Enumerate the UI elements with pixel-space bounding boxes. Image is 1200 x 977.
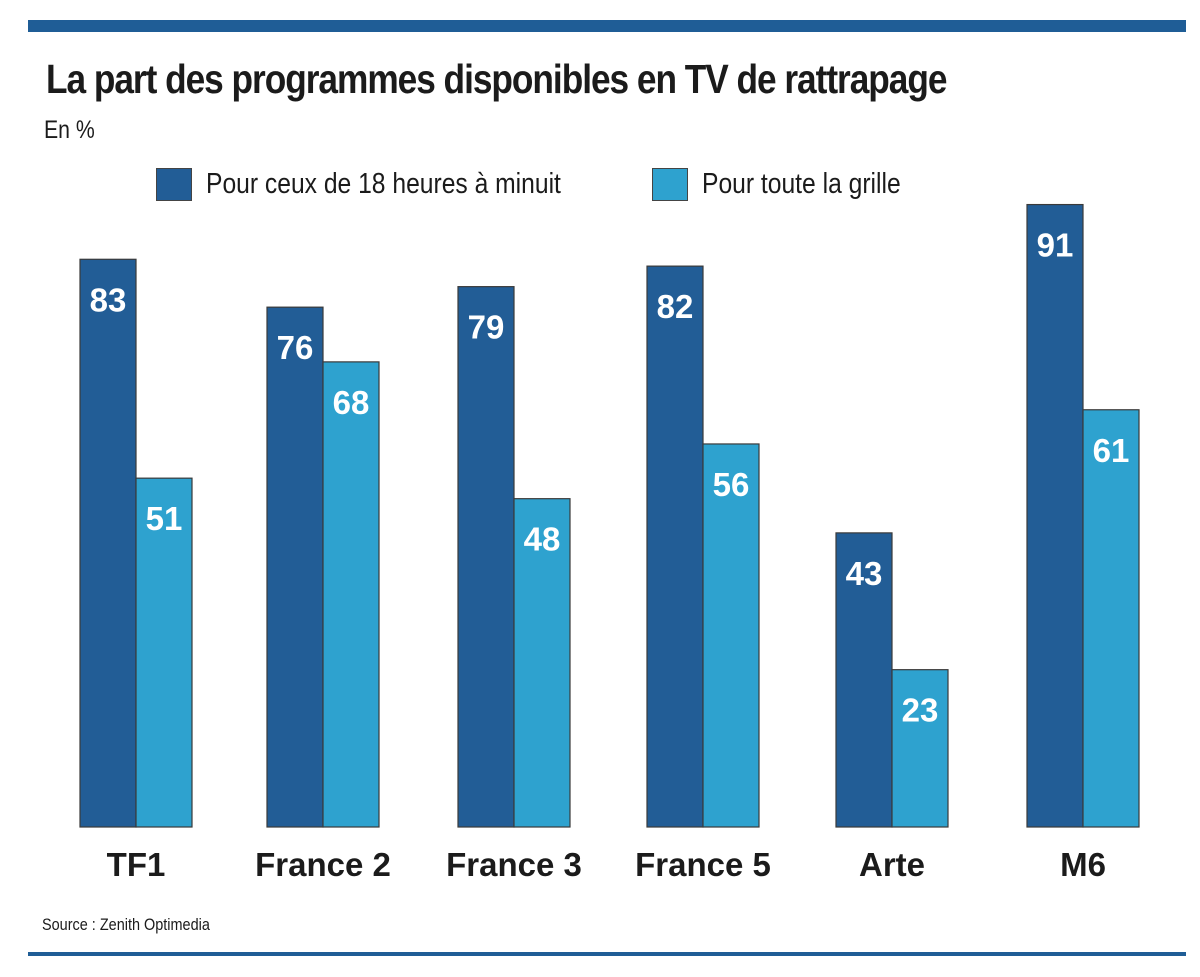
- bar-france-5-series-2: [702, 443, 760, 828]
- data-label: 91: [1037, 227, 1074, 264]
- data-label: 82: [657, 288, 694, 325]
- legend-label-evening: Pour ceux de 18 heures à minuit: [206, 168, 561, 200]
- bar-tf1-series-1: [79, 258, 137, 828]
- data-label: 56: [713, 466, 750, 503]
- bar-m6-series-1: [1026, 203, 1084, 828]
- chart-subtitle: En %: [44, 116, 95, 144]
- category-label: France 3: [446, 846, 582, 883]
- bar-france-3-series-1: [457, 286, 515, 828]
- bar-france-3-series-2: [513, 498, 571, 828]
- data-label: 43: [846, 555, 883, 592]
- data-label: 76: [277, 329, 314, 366]
- legend-label-full-grid: Pour toute la grille: [701, 168, 901, 200]
- bar-m6-series-2: [1082, 409, 1140, 828]
- legend-item-evening: Pour ceux de 18 heures à minuit: [156, 168, 624, 201]
- data-label: 23: [902, 692, 939, 729]
- bar-tf1-series-2: [135, 477, 193, 828]
- category-label: M6: [1060, 846, 1106, 883]
- chart-title: La part des programmes disponibles en TV…: [46, 56, 947, 102]
- legend-swatch-full-grid: [651, 168, 688, 201]
- data-label: 79: [468, 309, 505, 346]
- category-label: France 2: [255, 846, 391, 883]
- legend: Pour ceux de 18 heures à minuit Pour tou…: [156, 168, 957, 201]
- bottom-rule: [28, 952, 1186, 956]
- category-label: France 5: [635, 846, 771, 883]
- legend-item-full-grid: Pour toute la grille: [651, 168, 936, 201]
- bar-france-2-series-1: [266, 306, 324, 828]
- source-note: Source : Zenith Optimedia: [42, 915, 210, 934]
- data-label: 83: [90, 281, 127, 318]
- bar-france-5-series-1: [646, 265, 704, 828]
- bar-france-2-series-2: [322, 361, 380, 828]
- legend-swatch-evening: [156, 168, 192, 201]
- category-label: Arte: [859, 846, 925, 883]
- bar-arte-series-2: [891, 669, 949, 828]
- data-label: 51: [146, 500, 183, 537]
- data-label: 48: [524, 521, 561, 558]
- data-label: 61: [1093, 432, 1130, 469]
- category-label: TF1: [107, 846, 166, 883]
- data-label: 68: [333, 384, 370, 421]
- top-rule: [28, 20, 1186, 32]
